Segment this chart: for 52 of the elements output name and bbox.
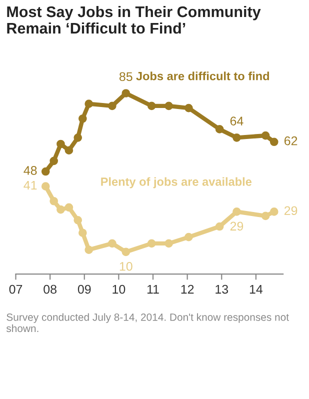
text: Plenty of jobs are available: [101, 177, 252, 188]
point: [122, 89, 130, 98]
x-tick-label: 14: [250, 284, 263, 294]
point: [147, 239, 156, 248]
point: [164, 102, 173, 110]
point: [270, 208, 278, 216]
data-label: 48: [24, 166, 37, 175]
data-label: 10: [120, 262, 132, 271]
x-tick-label: 12: [181, 284, 194, 294]
point: [78, 114, 87, 123]
x-tick-label: 08: [44, 284, 56, 294]
point: [64, 146, 74, 155]
point: [232, 133, 241, 142]
point: [78, 228, 87, 238]
point: [232, 208, 241, 216]
point: [215, 222, 224, 231]
data-label: 85: [119, 72, 132, 82]
point: [50, 156, 58, 166]
point: [84, 100, 94, 108]
point: [56, 140, 65, 148]
data-label: 62: [284, 136, 298, 146]
point: [261, 131, 270, 140]
data-label: 29: [230, 222, 244, 231]
point: [122, 248, 130, 256]
chart-title: Most Say Jobs in Their Community Remain ‘Difficult to Find’: [7, 6, 261, 34]
point: [147, 102, 156, 110]
point: [270, 138, 278, 146]
x-tick-label: 07: [9, 284, 22, 294]
point: [108, 239, 116, 248]
point: [74, 133, 82, 142]
series-label: Jobs are difficult to find: [136, 72, 269, 80]
point: [164, 239, 173, 248]
x-tick-label: 09: [78, 284, 91, 294]
point: [64, 203, 74, 212]
point: [261, 212, 270, 220]
point: [108, 102, 116, 110]
point: [56, 205, 65, 214]
point: [184, 232, 193, 242]
data-label: 41: [24, 180, 37, 190]
x-tick-label: 10: [112, 284, 126, 294]
data-label: 64: [230, 116, 244, 126]
x-tick-label: 13: [216, 284, 228, 294]
data-label: 29: [284, 206, 298, 216]
point: [41, 182, 50, 190]
point: [41, 167, 50, 176]
point: [184, 104, 193, 112]
point: [74, 216, 82, 224]
text: Survey conducted July 8-14, 2014. Don't know responses not shown.: [6, 313, 289, 332]
x-tick-label: 11: [147, 284, 159, 294]
point: [84, 246, 94, 254]
point: [215, 125, 224, 134]
point: [50, 196, 58, 206]
